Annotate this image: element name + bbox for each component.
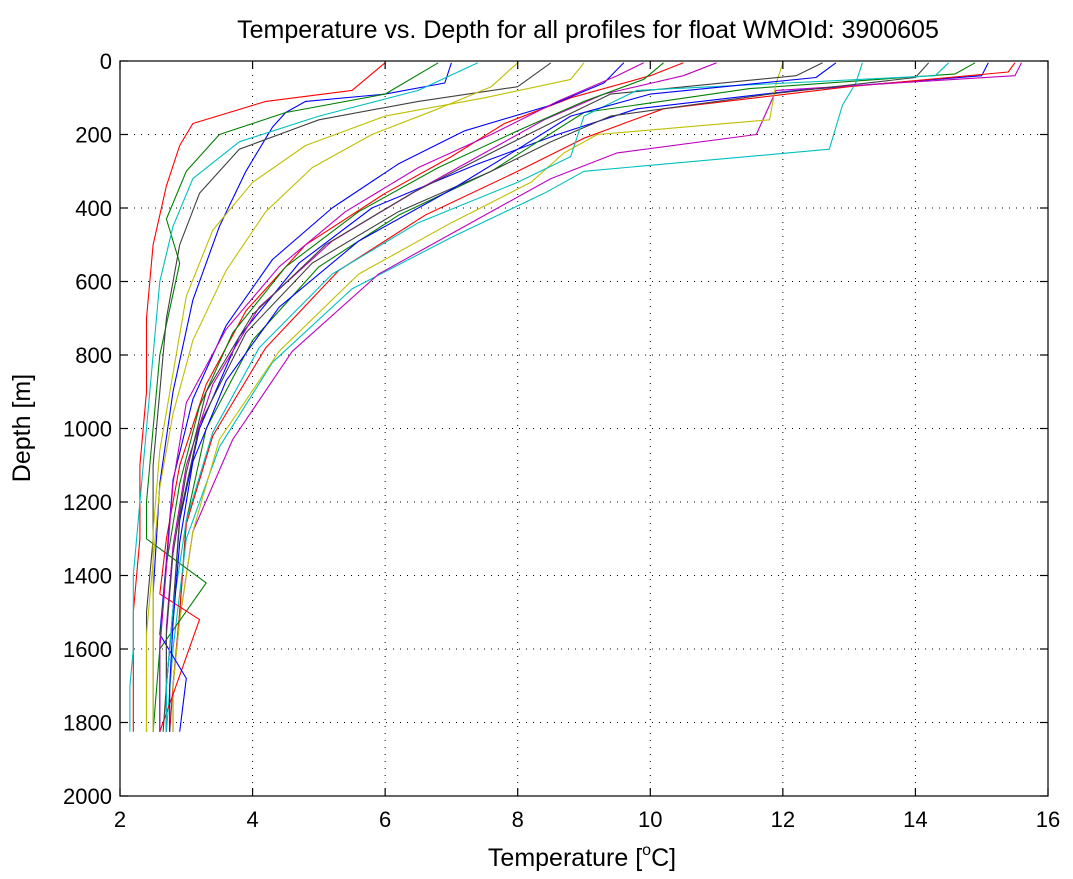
profile-line	[145, 62, 552, 732]
profile-line	[159, 62, 664, 732]
profile-line	[159, 62, 625, 732]
x-tick-label: 12	[771, 807, 795, 832]
y-tick-label: 400	[75, 196, 112, 221]
y-tick-label: 1800	[63, 711, 112, 736]
profile-line	[165, 62, 863, 732]
profile-line	[165, 62, 989, 732]
x-tick-label: 8	[512, 807, 524, 832]
x-tick-label: 14	[903, 807, 927, 832]
profile-line	[165, 62, 930, 732]
profile-line	[172, 62, 1022, 732]
profile-line	[132, 62, 386, 732]
y-tick-label: 1200	[63, 490, 112, 515]
y-tick-label: 2000	[63, 784, 112, 809]
profile-line	[172, 62, 976, 732]
profile-line	[165, 62, 717, 732]
y-tick-label: 800	[75, 343, 112, 368]
y-tick-label: 0	[100, 49, 112, 74]
x-tick-label: 16	[1036, 807, 1060, 832]
x-tick-label: 4	[246, 807, 258, 832]
profile-line	[165, 62, 949, 732]
x-tick-labels: 2 4 6 8 10 12 14 16	[114, 807, 1060, 832]
y-axis-label: Depth [m]	[8, 374, 36, 482]
y-tick-label: 1400	[63, 564, 112, 589]
profile-line	[169, 62, 1016, 732]
y-tick-label: 200	[75, 123, 112, 148]
profile-line	[145, 62, 439, 732]
profile-line	[159, 62, 684, 732]
profile-lines	[129, 62, 1022, 732]
y-tick-labels: 0 200 400 600 800 1000 1200 1400 1600 1800 2000	[63, 49, 112, 809]
x-axis-label-superscript: o	[642, 842, 651, 859]
profile-line	[145, 62, 519, 732]
x-axis-label-text: Temperature [	[488, 844, 642, 872]
y-tick-label: 1000	[63, 417, 112, 442]
x-tick-label: 10	[638, 807, 662, 832]
x-axis-label: Temperature [oC]	[488, 842, 676, 872]
x-axis-label-unit: C]	[651, 844, 676, 872]
profile-line	[152, 62, 452, 732]
profile-line	[172, 62, 784, 732]
profile-line	[159, 62, 644, 732]
axis-ticks	[119, 60, 1049, 797]
profile-line	[129, 62, 479, 732]
profile-line	[152, 62, 585, 732]
y-tick-label: 1600	[63, 637, 112, 662]
grid-lines	[120, 61, 1048, 796]
profile-line	[169, 62, 837, 732]
y-tick-label: 600	[75, 270, 112, 295]
chart-title: Temperature vs. Depth for all profiles f…	[237, 16, 939, 44]
profile-line	[162, 62, 823, 732]
x-tick-label: 2	[114, 807, 126, 832]
x-tick-label: 6	[379, 807, 391, 832]
